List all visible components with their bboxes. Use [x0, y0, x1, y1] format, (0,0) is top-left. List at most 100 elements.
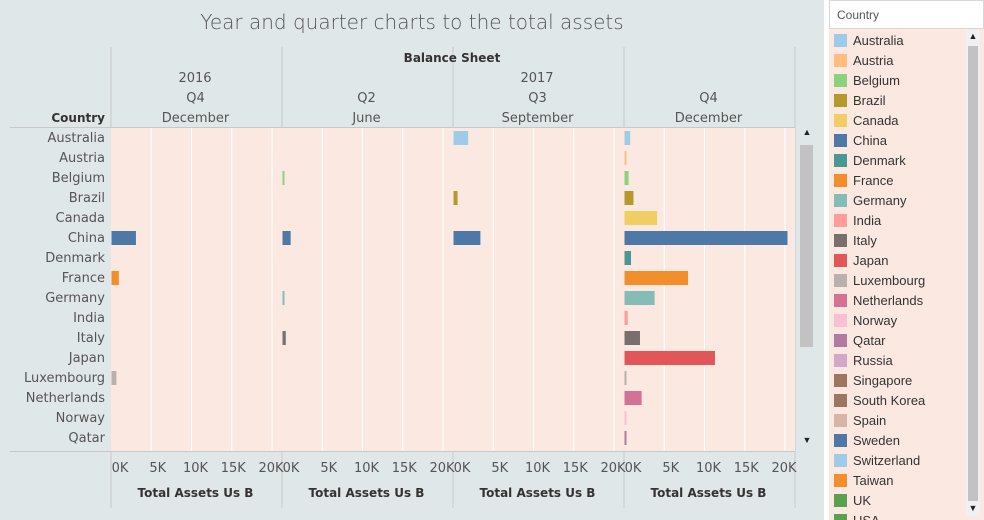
bar	[282, 331, 286, 345]
x-tick-label: 10K	[354, 461, 380, 476]
legend-item[interactable]: USA	[834, 510, 880, 520]
bar	[111, 231, 136, 245]
legend-item[interactable]: Switzerland	[834, 450, 920, 470]
bar	[111, 371, 117, 385]
legend-label: USA	[853, 512, 880, 520]
month-label: December	[675, 111, 743, 126]
scroll-up-icon[interactable]: ▲	[968, 31, 978, 41]
plot-pane	[453, 128, 624, 451]
bar	[624, 251, 632, 265]
bar	[282, 291, 285, 305]
month-label: September	[502, 111, 575, 126]
legend-list: Australia Austria Belgium Brazil Canada China…	[829, 0, 966, 520]
quarter-label: Q3	[528, 91, 547, 106]
legend-swatch	[834, 173, 847, 187]
legend-item[interactable]: Taiwan	[834, 470, 893, 490]
month-label: June	[351, 111, 380, 126]
x-tick-label: 0K	[283, 461, 300, 476]
legend-item[interactable]: Spain	[834, 410, 886, 430]
bar	[624, 211, 658, 225]
row-label: Italy	[77, 331, 106, 346]
legend-label: Luxembourg	[853, 272, 926, 288]
x-tick-label: 15K	[221, 461, 247, 476]
legend-swatch	[834, 353, 847, 367]
legend-label: UK	[853, 492, 872, 508]
legend-item[interactable]: UK	[834, 490, 871, 510]
x-tick-label: 20K	[771, 461, 797, 476]
legend-item[interactable]: Sweden	[834, 430, 900, 450]
legend-item[interactable]: Russia	[834, 350, 893, 370]
legend-scrollbar[interactable]: ▲ ▼	[966, 30, 980, 516]
legend-swatch	[834, 393, 847, 407]
axis-title: Total Assets Us B	[138, 486, 254, 500]
legend-item[interactable]: South Korea	[834, 390, 925, 410]
legend-item[interactable]: France	[834, 170, 893, 190]
legend-label: Netherlands	[853, 292, 924, 308]
axis-title: Total Assets Us B	[480, 486, 596, 500]
legend-item[interactable]: Belgium	[834, 70, 900, 90]
row-label: Japan	[68, 351, 105, 366]
legend-item[interactable]: China	[834, 130, 887, 150]
legend-label: Norway	[853, 312, 898, 328]
plot-pane	[624, 128, 795, 451]
legend-item[interactable]: Brazil	[834, 90, 886, 110]
chart-panel: Year and quarter charts to the total ass…	[0, 0, 824, 520]
x-tick-label: 20K	[600, 461, 626, 476]
legend-item[interactable]: Denmark	[834, 150, 906, 170]
row-label: Norway	[56, 411, 106, 426]
row-label: India	[73, 311, 105, 326]
legend-label: Canada	[853, 112, 899, 128]
legend-item[interactable]: India	[834, 210, 881, 230]
legend-label: China	[853, 132, 887, 148]
scroll-down-icon[interactable]: ▼	[968, 503, 978, 513]
legend-item[interactable]: Singapore	[834, 370, 912, 390]
row-label: Luxembourg	[24, 371, 105, 386]
legend-item[interactable]: Canada	[834, 110, 899, 130]
bar	[624, 411, 627, 425]
scroll-up-icon[interactable]: ▲	[802, 127, 812, 137]
legend-swatch	[834, 73, 847, 87]
x-tick-label: 20K	[429, 461, 455, 476]
legend-item[interactable]: Germany	[834, 190, 906, 210]
legend-scroll-thumb[interactable]	[968, 46, 978, 501]
x-tick-label: 5K	[662, 461, 679, 476]
x-tick-label: 5K	[320, 461, 337, 476]
legend-swatch	[834, 433, 847, 447]
quarter-label: Q2	[357, 91, 376, 106]
legend-item[interactable]: Japan	[834, 250, 888, 270]
axis-title: Total Assets Us B	[309, 486, 425, 500]
legend-label: India	[853, 212, 882, 228]
row-label: Canada	[56, 211, 105, 226]
legend-item[interactable]: Qatar	[834, 330, 886, 350]
legend-swatch	[834, 53, 847, 67]
chart-scroll-thumb[interactable]	[800, 145, 813, 347]
legend-label: Switzerland	[853, 452, 921, 468]
chart-scrollbar[interactable]: ▲ ▼	[797, 127, 817, 450]
bar-chart: Balance Sheet 2016 2017 Q4 December Total Ass…	[10, 47, 798, 508]
x-tick-label: 20K	[258, 461, 284, 476]
legend-label: Belgium	[853, 72, 900, 88]
legend-item[interactable]: Australia	[834, 30, 904, 50]
plot-pane	[111, 128, 282, 451]
legend-item[interactable]: Netherlands	[834, 290, 923, 310]
bar	[624, 131, 631, 145]
legend-swatch	[834, 313, 847, 327]
scroll-down-icon[interactable]: ▼	[802, 435, 812, 445]
legend-item[interactable]: Luxembourg	[834, 270, 925, 290]
x-tick-label: 10K	[696, 461, 722, 476]
legend-label: Sweden	[853, 432, 900, 448]
legend-swatch	[834, 153, 847, 167]
x-tick-label: 5K	[149, 461, 166, 476]
legend-item[interactable]: Austria	[834, 50, 893, 70]
legend-item[interactable]: Italy	[834, 230, 877, 250]
x-tick-label: 15K	[734, 461, 760, 476]
row-dimension-label: Country	[51, 111, 105, 125]
bar	[624, 351, 715, 365]
bar	[453, 231, 481, 245]
bar	[624, 171, 629, 185]
year-label: 2017	[520, 71, 553, 86]
legend-item[interactable]: Norway	[834, 310, 897, 330]
x-tick-label: 15K	[392, 461, 418, 476]
legend-swatch	[834, 33, 847, 47]
legend-swatch	[834, 333, 847, 347]
